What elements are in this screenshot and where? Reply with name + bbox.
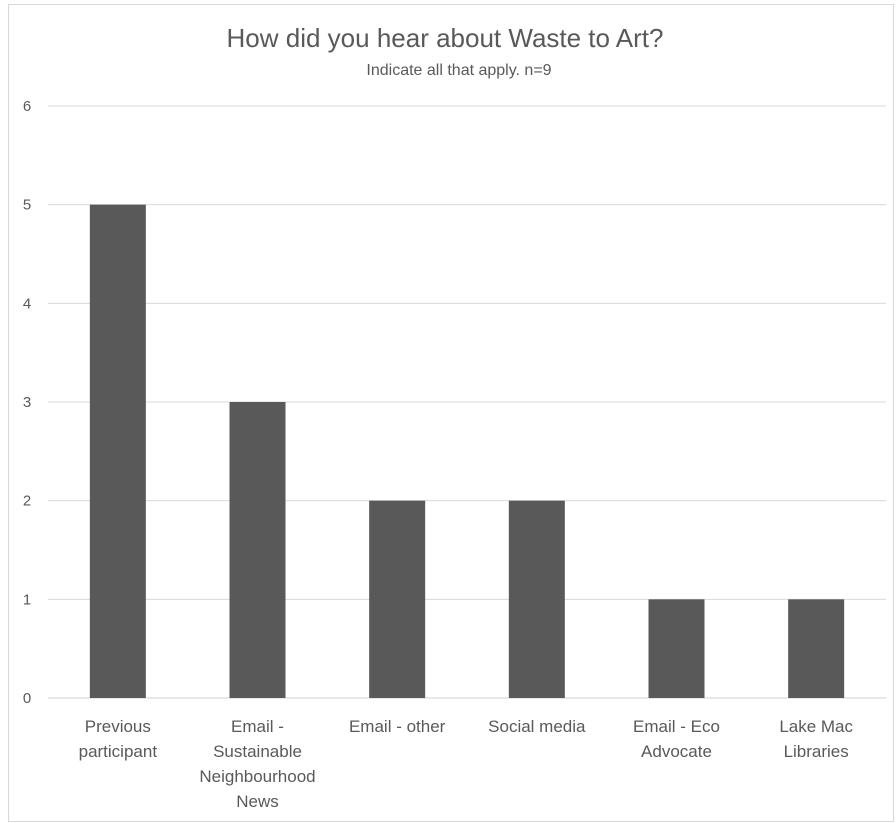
bar (89, 204, 146, 698)
y-tick-label: 1 (23, 591, 31, 608)
x-category-label-line: Sustainable (213, 742, 302, 761)
x-category-label: Social media (488, 717, 586, 736)
x-category-label-line: Email - (231, 717, 284, 736)
x-category-label-line: Neighbourhood (199, 767, 315, 786)
x-category-label-line: Advocate (641, 742, 712, 761)
x-category-label-line: News (236, 792, 279, 811)
x-category-label: Email - other (349, 717, 446, 736)
chart-title: How did you hear about Waste to Art? (227, 23, 664, 53)
x-category-label-line: Email - other (349, 717, 446, 736)
chart-frame (8, 4, 894, 822)
y-axis-ticks: 0 1 2 3 4 5 6 (23, 98, 31, 707)
x-category-label: Previous participant (79, 717, 158, 761)
x-axis-categories: Previous participant Email - Sustainable Nei… (79, 717, 854, 811)
bar (788, 599, 845, 698)
x-category-label-line: Email - Eco (633, 717, 720, 736)
x-category-label: Email - Sustainable Neighbourhood News (199, 717, 315, 811)
y-tick-label: 3 (23, 394, 31, 411)
y-tick-label: 4 (23, 295, 31, 312)
x-category-label: Email - Eco Advocate (633, 717, 720, 761)
x-category-label-line: Libraries (784, 742, 849, 761)
chart-subtitle: Indicate all that apply. n=9 (366, 62, 551, 79)
bar (229, 402, 286, 698)
x-category-label-line: Previous (85, 717, 151, 736)
bars (89, 204, 845, 698)
bar (648, 599, 705, 698)
y-tick-label: 5 (23, 197, 31, 214)
bar (508, 500, 565, 698)
x-category-label-line: Social media (488, 717, 586, 736)
y-tick-label: 2 (23, 493, 31, 510)
gridlines (48, 105, 886, 699)
y-tick-label: 6 (23, 98, 31, 115)
bar (369, 500, 426, 698)
y-tick-label: 0 (23, 690, 31, 707)
x-category-label: Lake Mac Libraries (779, 717, 853, 761)
x-category-label-line: participant (79, 742, 158, 761)
x-category-label-line: Lake Mac (779, 717, 853, 736)
